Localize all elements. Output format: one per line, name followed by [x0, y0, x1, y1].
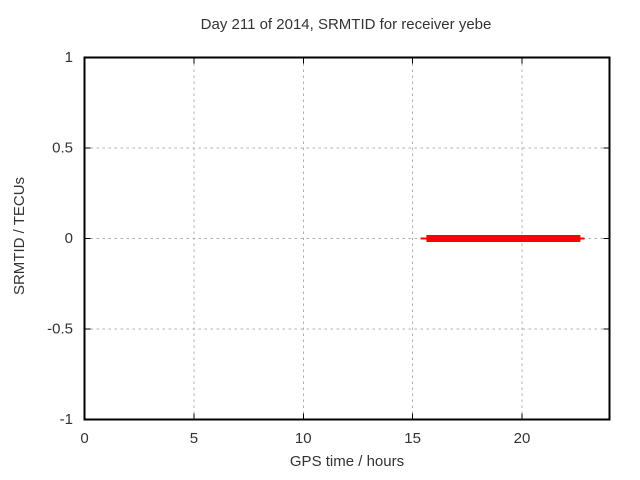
x-tick-label: 10 [295, 430, 312, 447]
x-tick-label: 0 [80, 430, 88, 447]
y-tick-label: 0.5 [52, 140, 73, 157]
y-tick-label: 1 [65, 49, 73, 66]
x-tick-label: 5 [190, 430, 198, 447]
plot-area: 0 5 10 15 20 -1 -0.5 0 0.5 1 [47, 49, 611, 447]
chart-title: Day 211 of 2014, SRMTID for receiver yeb… [201, 16, 492, 33]
y-tick-label: 0 [65, 230, 73, 247]
y-axis-label: SRMTID / TECUs [11, 177, 28, 295]
x-tick-label: 20 [514, 430, 531, 447]
y-tick-label: -0.5 [47, 321, 73, 338]
x-axis-label: GPS time / hours [290, 453, 404, 470]
x-tick-label: 15 [404, 430, 421, 447]
y-tick-label: -1 [60, 411, 73, 428]
